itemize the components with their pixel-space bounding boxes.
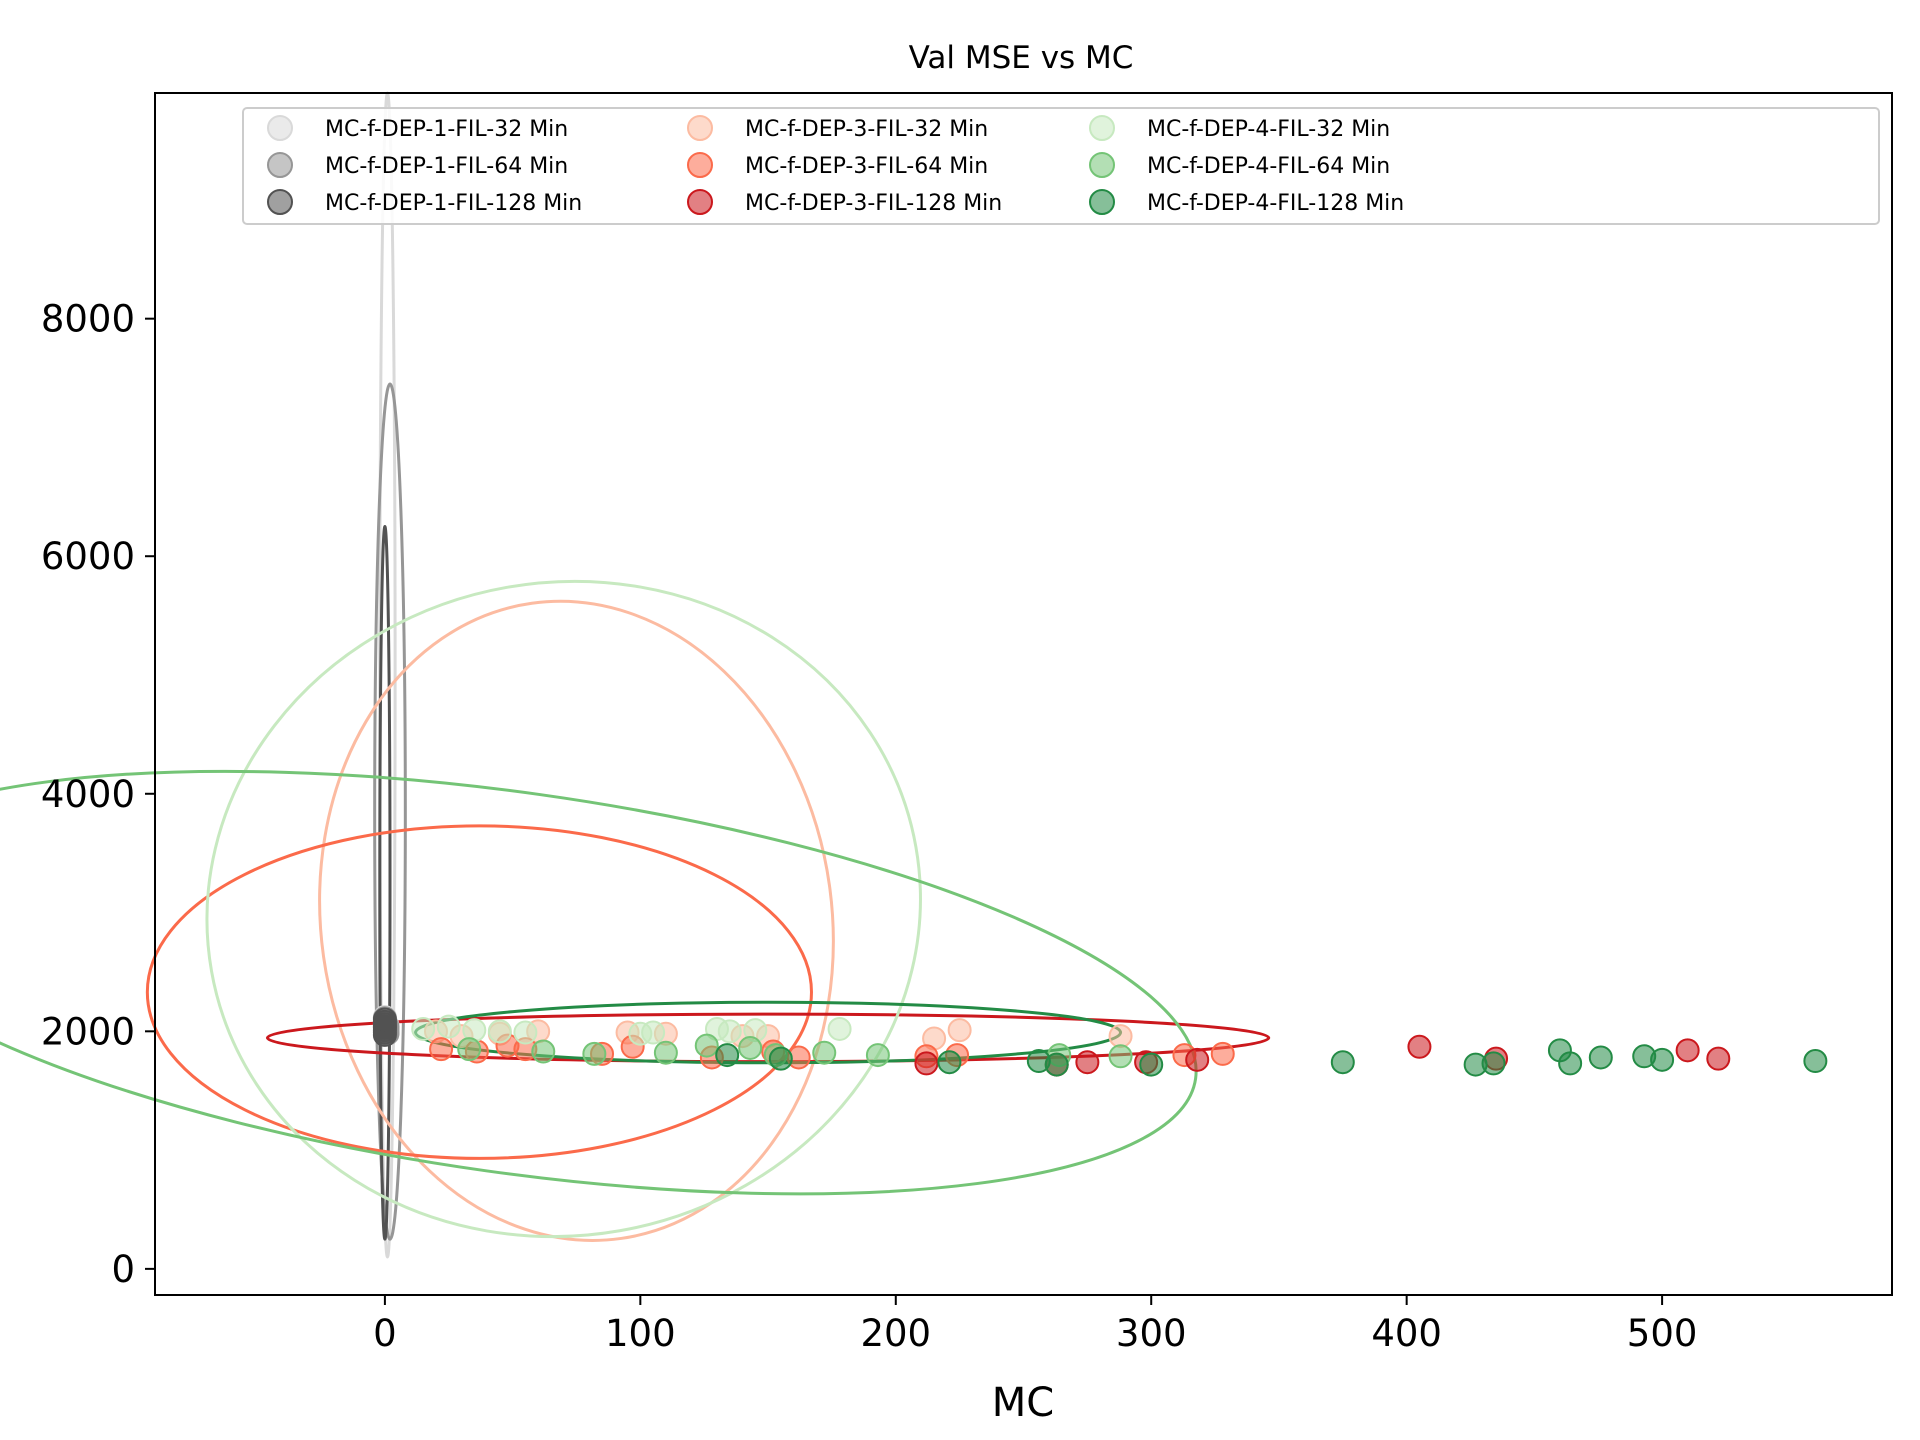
chart-title: Val MSE vs MC bbox=[909, 40, 1134, 76]
legend-marker bbox=[687, 189, 713, 215]
data-point-series-7 bbox=[827, 1016, 852, 1041]
data-point-series-7 bbox=[436, 1014, 461, 1039]
x-axis-ticks: 0 100 200 300 400 500 bbox=[373, 1295, 1697, 1355]
data-point-series-8 bbox=[582, 1041, 607, 1066]
data-point-series-8 bbox=[694, 1033, 719, 1058]
data-point-series-6 bbox=[1407, 1034, 1432, 1059]
ellipse-layer bbox=[0, 91, 1271, 1259]
legend-label: MC-f-DEP-4-FIL-64 Min bbox=[1147, 154, 1390, 179]
data-point-series-8 bbox=[865, 1043, 890, 1068]
data-point-series-4 bbox=[1108, 1024, 1133, 1049]
data-point-series-6 bbox=[1185, 1047, 1210, 1072]
data-point-series-8 bbox=[738, 1035, 763, 1060]
legend-box bbox=[242, 107, 1880, 225]
data-point-series-9 bbox=[1803, 1049, 1828, 1074]
plot-frame bbox=[154, 92, 1893, 1296]
x-tick-label: 500 bbox=[1627, 1312, 1698, 1355]
data-point-series-9 bbox=[768, 1046, 793, 1071]
ellipse-series-8 bbox=[0, 769, 1198, 1196]
legend-label: MC-f-DEP-3-FIL-64 Min bbox=[745, 154, 988, 179]
legend-marker bbox=[687, 152, 713, 178]
data-point-series-9 bbox=[1481, 1051, 1506, 1076]
data-point-series-6 bbox=[914, 1051, 939, 1076]
legend-label: MC-f-DEP-4-FIL-32 Min bbox=[1147, 117, 1390, 142]
ellipse-series-5 bbox=[145, 824, 813, 1160]
data-point-series-8 bbox=[531, 1039, 556, 1064]
data-point-series-5 bbox=[429, 1037, 454, 1062]
data-point-series-9 bbox=[937, 1050, 962, 1075]
data-point-series-3 bbox=[372, 1009, 397, 1034]
data-point-series-8 bbox=[653, 1040, 678, 1065]
ellipse-series-7 bbox=[205, 579, 922, 1239]
y-tick-label: 8000 bbox=[41, 298, 135, 341]
data-point-series-7 bbox=[513, 1020, 538, 1045]
points-layer bbox=[372, 1005, 1828, 1077]
data-point-series-9 bbox=[1044, 1052, 1069, 1077]
x-tick-label: 200 bbox=[860, 1312, 931, 1355]
ellipse-series-4 bbox=[318, 599, 835, 1242]
legend-marker bbox=[267, 152, 293, 178]
x-tick-label: 400 bbox=[1371, 1312, 1442, 1355]
data-point-series-6 bbox=[1075, 1050, 1100, 1075]
data-point-series-5 bbox=[1210, 1041, 1235, 1066]
data-point-series-8 bbox=[1108, 1044, 1133, 1069]
y-tick-label: 4000 bbox=[41, 773, 135, 816]
legend-marker bbox=[267, 189, 293, 215]
data-point-series-9 bbox=[715, 1043, 740, 1068]
x-tick-label: 100 bbox=[605, 1312, 676, 1355]
legend-marker bbox=[1089, 189, 1115, 215]
ellipse-series-3 bbox=[378, 525, 392, 1241]
y-axis-ticks: 0 2000 4000 6000 8000 bbox=[41, 298, 155, 1291]
x-tick-label: 300 bbox=[1116, 1312, 1187, 1355]
data-point-series-7 bbox=[641, 1020, 666, 1045]
legend-marker bbox=[1089, 152, 1115, 178]
legend-label: MC-f-DEP-1-FIL-64 Min bbox=[325, 154, 568, 179]
legend-label: MC-f-DEP-3-FIL-32 Min bbox=[745, 117, 988, 142]
y-tick-label: 6000 bbox=[41, 535, 135, 578]
data-point-series-8 bbox=[457, 1037, 482, 1062]
y-tick-label: 0 bbox=[111, 1248, 135, 1291]
data-point-series-4 bbox=[947, 1018, 972, 1043]
legend-label: MC-f-DEP-1-FIL-32 Min bbox=[325, 117, 568, 142]
y-tick-label: 2000 bbox=[41, 1010, 135, 1053]
ellipse-series-2 bbox=[373, 382, 407, 1241]
legend-marker bbox=[687, 115, 713, 141]
data-point-series-6 bbox=[1675, 1038, 1700, 1063]
data-point-series-9 bbox=[1330, 1050, 1355, 1075]
data-point-series-7 bbox=[411, 1016, 436, 1041]
data-point-series-9 bbox=[1558, 1051, 1583, 1076]
x-axis-label: MC bbox=[992, 1380, 1054, 1426]
legend-marker bbox=[267, 115, 293, 141]
legend-label: MC-f-DEP-3-FIL-128 Min bbox=[745, 191, 1002, 216]
data-point-series-7 bbox=[717, 1019, 742, 1044]
legend-label: MC-f-DEP-1-FIL-128 Min bbox=[325, 191, 582, 216]
x-tick-label: 0 bbox=[373, 1312, 397, 1355]
data-point-series-6 bbox=[1706, 1046, 1731, 1071]
data-point-series-8 bbox=[812, 1040, 837, 1065]
legend: MC-f-DEP-1-FIL-32 Min MC-f-DEP-1-FIL-64 M… bbox=[242, 107, 1880, 225]
legend-marker bbox=[1089, 115, 1115, 141]
data-point-series-7 bbox=[487, 1019, 512, 1044]
legend-label: MC-f-DEP-4-FIL-128 Min bbox=[1147, 191, 1404, 216]
data-point-series-9 bbox=[1650, 1047, 1675, 1072]
data-point-series-9 bbox=[1588, 1045, 1613, 1070]
data-point-series-9 bbox=[1139, 1052, 1164, 1077]
